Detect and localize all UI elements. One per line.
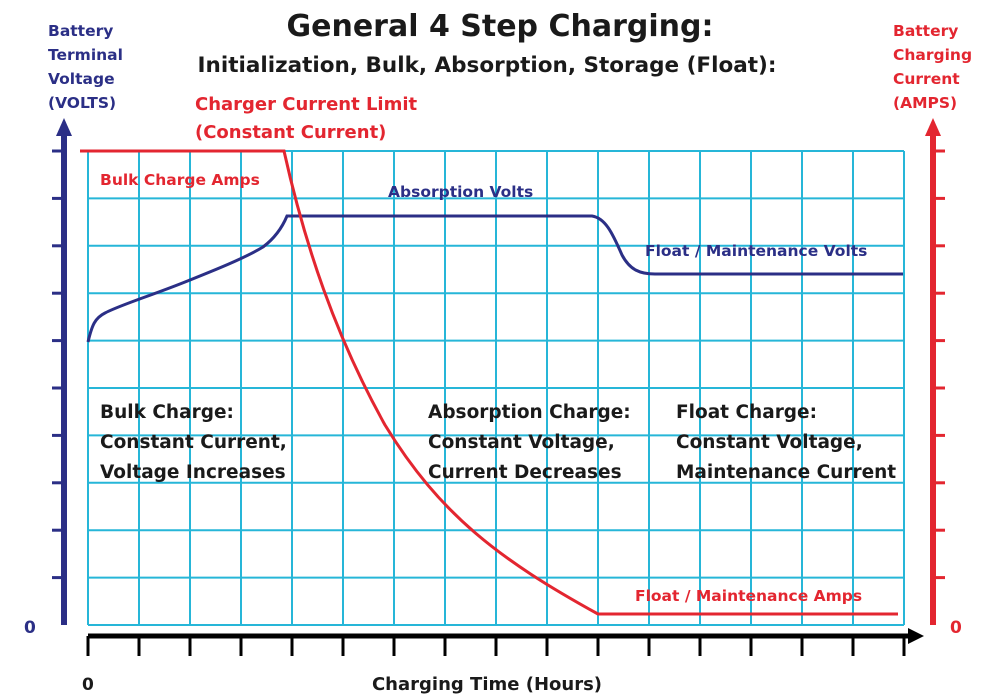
absorption-stage-line: Absorption Charge:: [428, 402, 631, 423]
float-stage-line: Constant Voltage,: [676, 432, 863, 453]
float-volts-label: Float / Maintenance Volts: [645, 242, 867, 260]
right-axis-label-line: Current: [893, 70, 960, 88]
voltage-curve: [86, 214, 903, 343]
absorption-volts-label: Absorption Volts: [388, 183, 533, 201]
page-subtitle: Initialization, Bulk, Absorption, Storag…: [198, 53, 777, 78]
right-axis-label-line: (AMPS): [893, 94, 957, 112]
left-axis-label-line: Voltage: [48, 70, 115, 88]
right-axis: [925, 118, 945, 625]
current-limit-label: (Constant Current): [195, 122, 386, 143]
absorption-stage-line: Current Decreases: [428, 462, 622, 483]
left-axis-label: Battery Terminal Voltage (VOLTS): [48, 22, 123, 112]
page-title: General 4 Step Charging:: [287, 9, 714, 44]
left-axis-label-line: (VOLTS): [48, 94, 116, 112]
current-curve: [80, 149, 898, 616]
right-axis-zero: 0: [950, 618, 962, 638]
bulk-stage-line: Voltage Increases: [100, 462, 286, 483]
left-axis: [52, 118, 72, 625]
left-axis-arrow-icon: [56, 118, 72, 136]
absorption-stage-text: Absorption Charge: Constant Voltage, Cur…: [428, 402, 631, 483]
bulk-stage-text: Bulk Charge: Constant Current, Voltage I…: [100, 402, 287, 483]
right-axis-arrow-icon: [925, 118, 941, 136]
current-limit-label: Charger Current Limit: [195, 94, 418, 115]
left-axis-label-line: Battery: [48, 22, 113, 40]
right-axis-label-line: Charging: [893, 46, 972, 64]
absorption-stage-line: Constant Voltage,: [428, 432, 615, 453]
float-stage-line: Float Charge:: [676, 402, 817, 423]
bulk-amps-label: Bulk Charge Amps: [100, 171, 260, 189]
x-axis: [86, 628, 924, 656]
x-axis-arrow-icon: [908, 628, 924, 644]
float-stage-text: Float Charge: Constant Voltage, Maintena…: [676, 402, 896, 483]
right-axis-label-line: Battery: [893, 22, 958, 40]
left-axis-label-line: Terminal: [48, 46, 123, 64]
bulk-stage-line: Constant Current,: [100, 432, 287, 453]
float-amps-label: Float / Maintenance Amps: [635, 587, 862, 605]
left-axis-zero: 0: [24, 618, 36, 638]
x-axis-label: Charging Time (Hours): [372, 674, 602, 695]
bulk-stage-line: Bulk Charge:: [100, 402, 234, 423]
right-axis-label: Battery Charging Current (AMPS): [893, 22, 972, 112]
x-axis-zero: 0: [82, 675, 94, 695]
grid: [87, 150, 905, 626]
float-stage-line: Maintenance Current: [676, 462, 896, 483]
